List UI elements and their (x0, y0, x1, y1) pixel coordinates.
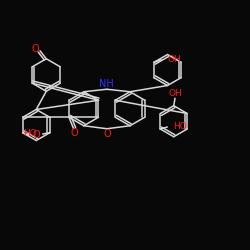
Text: OH: OH (167, 55, 181, 64)
Text: HO: HO (173, 122, 186, 131)
Text: O: O (32, 44, 39, 54)
Text: O: O (33, 130, 40, 140)
Text: NH: NH (100, 79, 114, 89)
Text: OH: OH (168, 89, 182, 98)
Text: O: O (103, 129, 111, 139)
Text: O: O (71, 128, 78, 138)
Text: HO: HO (23, 130, 37, 138)
